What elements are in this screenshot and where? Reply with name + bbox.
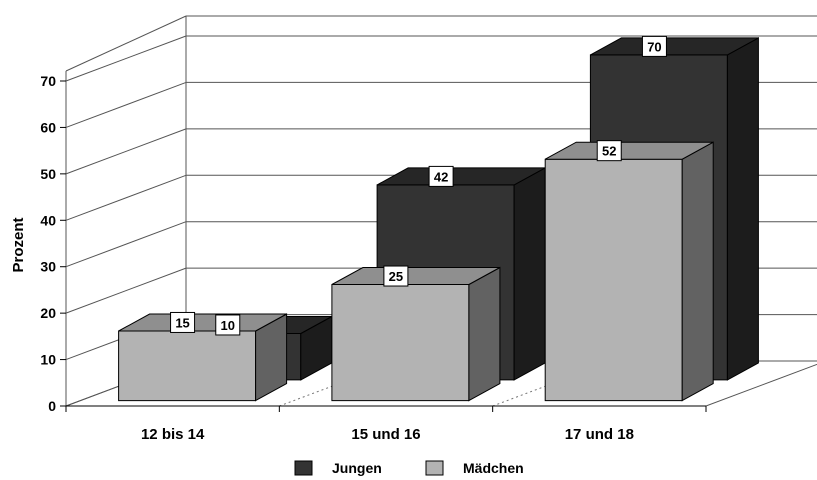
side-wall-top	[65, 15, 187, 72]
legend-swatch	[294, 460, 313, 476]
bar-top-face	[590, 37, 759, 56]
data-label-text: 15	[175, 315, 189, 330]
data-label: 52	[596, 140, 622, 162]
chart-labels: 0 10 20 30 40 50 60 70 12 bis 14 15 und 16 17 und …	[40, 35, 667, 443]
grid-line-side	[65, 81, 187, 128]
bar-side-face	[726, 37, 759, 381]
grid-line-side	[65, 267, 187, 314]
data-label-box	[170, 311, 196, 333]
bar-top-face	[544, 141, 714, 160]
y-tick-label: 0	[48, 398, 56, 414]
y-tick-label: 30	[40, 259, 56, 275]
y-tick-label: 70	[40, 73, 56, 89]
y-axis-label: Prozent	[10, 217, 27, 272]
grid-line-side	[65, 221, 187, 268]
data-label-text: 42	[434, 169, 448, 184]
data-label-box	[641, 35, 667, 57]
bar-Mädchen-1	[331, 266, 501, 402]
legend-item-0: Jungen	[294, 460, 382, 476]
bar-top-face	[118, 313, 287, 332]
x-tick-label: 15 und 16	[351, 426, 420, 443]
bar-front-face	[118, 330, 257, 402]
data-label: 42	[428, 165, 454, 187]
data-label-text: 10	[221, 318, 235, 333]
x-tick-label: 17 und 18	[565, 426, 634, 443]
data-label: 15	[170, 311, 196, 333]
y-tick-label: 20	[40, 305, 56, 321]
data-label-box	[596, 140, 622, 162]
data-label: 10	[215, 314, 241, 336]
data-label: 70	[641, 35, 667, 57]
grid-line-side	[65, 174, 187, 221]
legend-item-1: Mädchen	[425, 460, 524, 476]
y-tick-label: 10	[40, 352, 56, 368]
bar-front-face	[331, 284, 470, 402]
data-label-box	[215, 314, 241, 336]
x-tick-label: 12 bis 14	[141, 426, 205, 443]
data-label-box	[428, 165, 454, 187]
legend-label: Mädchen	[463, 460, 524, 476]
y-tick-label: 60	[40, 119, 56, 135]
grid-line-side	[65, 128, 187, 175]
legend-swatch	[425, 460, 444, 476]
bar-side-face	[513, 167, 546, 381]
legend-label: Jungen	[332, 460, 382, 476]
bar-top-face	[331, 267, 501, 285]
data-label-text: 70	[647, 39, 661, 54]
bar-front-face	[544, 158, 683, 402]
bar-Mädchen-0	[118, 313, 288, 402]
grid-line-side	[65, 35, 187, 82]
y-tick-label: 50	[40, 166, 56, 182]
chart-bars	[118, 37, 759, 402]
legend: Jungen Mädchen	[294, 460, 524, 476]
bar-side-face	[681, 141, 714, 402]
data-label: 25	[383, 265, 409, 287]
bar-Mädchen-2	[544, 141, 714, 402]
data-label-text: 52	[602, 144, 616, 159]
data-label-box	[383, 265, 409, 287]
bar-side-face	[468, 266, 501, 402]
data-label-text: 25	[389, 269, 403, 284]
y-tick-label: 40	[40, 212, 56, 228]
chart-axes	[60, 80, 707, 412]
